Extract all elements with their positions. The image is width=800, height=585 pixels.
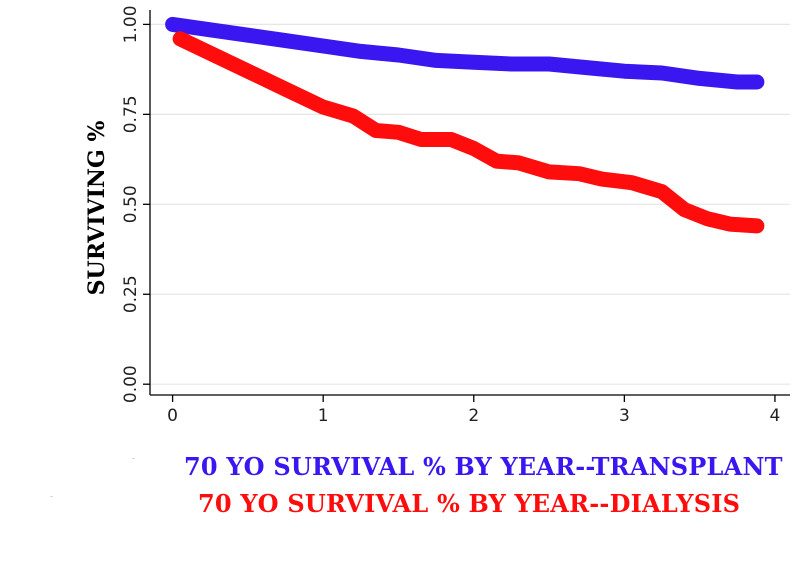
series-line-0 [165,16,765,90]
gridlines [150,23,790,385]
x-tick-label-4: 4 [770,406,781,426]
stray-mark [132,458,135,459]
series-lines [165,16,765,234]
legend-dialysis: 70 YO SURVIVAL % BY YEAR--DIALYSIS [198,489,741,518]
x-tick-label-1: 1 [318,406,329,426]
axes [143,10,790,402]
x-tick-label-0: 0 [167,406,178,426]
y-tick-label-3: 0.75 [121,95,141,133]
y-tick-label-1: 0.25 [121,275,141,313]
legend-transplant: 70 YO SURVIVAL % BY YEAR--TRANSPLANT [184,452,783,481]
y-tick-label-0: 0.00 [121,365,141,403]
tick-labels: 0.00 0.25 0.50 0.75 1.00 0 1 2 3 4 [121,5,780,426]
stray-mark [50,496,53,497]
y-tick-label-4: 1.00 [121,5,141,43]
y-axis-title: SURVIVING % [84,121,110,296]
y-tick-label-2: 0.50 [121,185,141,223]
x-tick-label-3: 3 [619,406,630,426]
x-tick-label-2: 2 [468,406,479,426]
series-line-1 [172,31,765,234]
